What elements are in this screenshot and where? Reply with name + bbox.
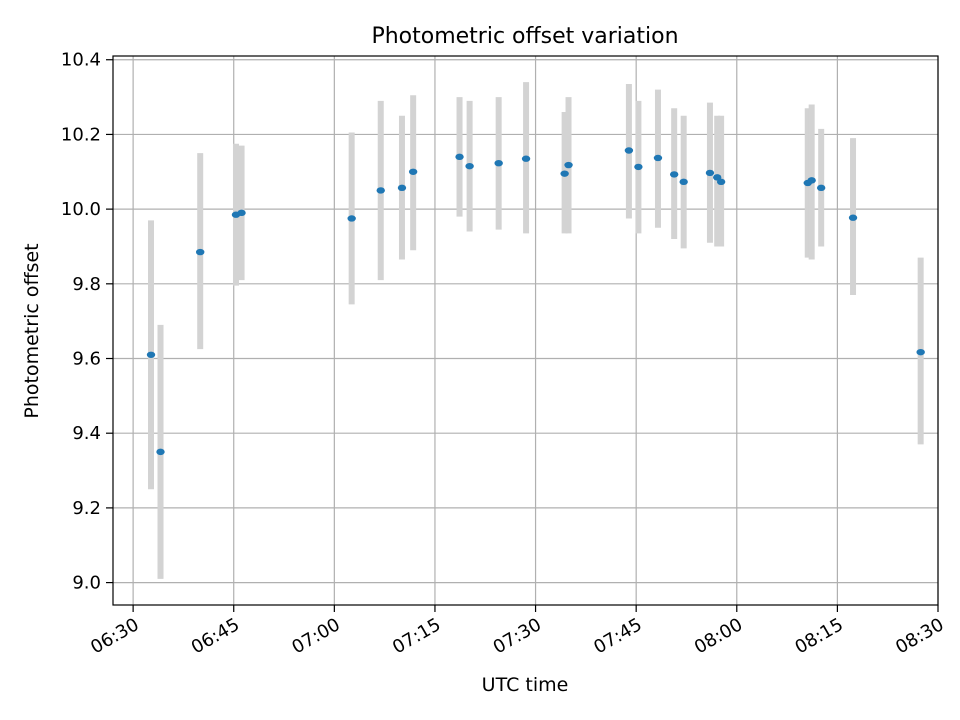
y-axis-label: Photometric offset [21, 243, 43, 418]
data-point [807, 177, 816, 184]
plot-frame [112, 55, 939, 606]
y-tick-label: 9.4 [72, 423, 101, 444]
data-point [494, 159, 503, 167]
data-point [564, 161, 573, 169]
data-point [624, 147, 634, 154]
data-point [848, 214, 858, 221]
data-point [146, 351, 156, 358]
data-point [634, 163, 643, 171]
data-point [156, 448, 165, 456]
data-point [521, 155, 531, 162]
y-tick-label: 10.4 [61, 50, 101, 71]
y-tick-label: 10.0 [61, 199, 101, 220]
data-point [916, 348, 925, 356]
data-point [195, 248, 205, 256]
data-point [679, 178, 688, 186]
y-axis: 9.0 9.2 9.4 9.6 9.8 10.0 10.2 10.4 [61, 50, 113, 594]
data-point [455, 153, 464, 161]
chart-title: Photometric offset variation [371, 24, 678, 49]
data-point [465, 162, 474, 170]
x-axis-label: UTC time [482, 674, 569, 696]
data-point [653, 154, 663, 162]
data-point [397, 184, 407, 192]
data-point [560, 170, 569, 177]
data-point [237, 209, 246, 217]
data-point [347, 215, 356, 222]
y-tick-label: 9.0 [72, 573, 101, 594]
y-tick-label: 9.2 [72, 498, 101, 519]
data-points [146, 147, 925, 456]
data-point [716, 178, 726, 186]
data-point [705, 169, 715, 177]
data-point [376, 187, 385, 194]
data-point [669, 171, 679, 178]
y-tick-label: 10.2 [61, 124, 101, 145]
data-point [408, 168, 418, 175]
data-point [816, 184, 826, 192]
y-tick-label: 9.8 [72, 274, 101, 295]
y-tick-label: 9.6 [72, 349, 101, 370]
